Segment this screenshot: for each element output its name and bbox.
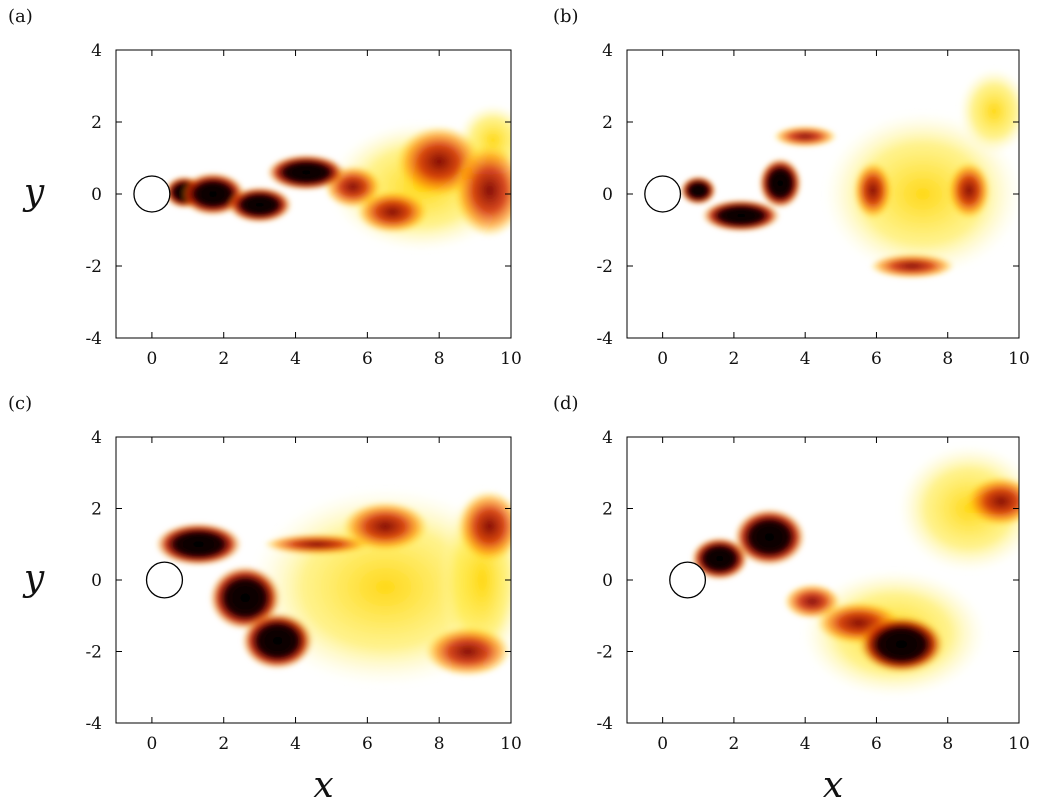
field-blob-medium: [947, 161, 991, 220]
field-blob-high: [858, 615, 945, 673]
cylinder: [644, 175, 682, 213]
panel-c: 0 2 4 6 8 10 4 2 0 -2 -4 (c) y x: [8, 393, 522, 806]
x-tick-label: 8: [434, 349, 445, 369]
y-tick-label: 2: [602, 500, 613, 520]
x-tick-label: 2: [218, 734, 229, 754]
scalar-field: [155, 487, 511, 688]
field-blob-high: [241, 612, 314, 670]
x-tick-label: 8: [942, 734, 953, 754]
scalar-field: [164, 104, 511, 252]
y-tick-label: -4: [596, 329, 613, 349]
field-blob-medium: [356, 190, 429, 234]
field-blob-high: [701, 199, 781, 232]
x-axis-title: x: [823, 765, 843, 806]
y-tick-label: -2: [85, 257, 102, 277]
x-tick-label: 10: [1008, 349, 1030, 369]
panel-b: 0 2 4 6 8 10 4 2 0 -2 -4 (b): [553, 6, 1030, 369]
y-tick-label: 4: [602, 428, 613, 448]
x-tick-label: 4: [290, 734, 301, 754]
y-tick-label: 0: [91, 185, 102, 205]
field-blob-medium: [263, 533, 371, 555]
y-axis-title: y: [22, 558, 45, 599]
field-blob-medium: [457, 490, 511, 563]
x-tick-label: 10: [1008, 734, 1030, 754]
field-blob-high: [758, 158, 802, 209]
field-blob-high: [733, 508, 806, 566]
panel-label: (c): [8, 393, 32, 414]
x-axis-title: x: [313, 765, 333, 806]
field-blob-medium: [965, 476, 1019, 527]
y-axis-title: y: [22, 172, 45, 213]
x-tick-label: 10: [500, 734, 522, 754]
field-blob-medium: [453, 143, 511, 238]
field-blob-high: [266, 154, 346, 191]
field-blob-high: [209, 565, 282, 631]
x-tick-label: 8: [434, 734, 445, 754]
field-blob-high: [227, 186, 292, 223]
y-tick-label: -4: [85, 329, 102, 349]
y-tick-label: -4: [85, 714, 102, 734]
field-blob-low: [958, 68, 1019, 155]
field-blob-medium: [424, 626, 511, 677]
field-blob-medium: [853, 161, 893, 220]
field-blob-medium: [869, 253, 955, 279]
y-tick-label: -2: [596, 257, 613, 277]
y-tick-label: -2: [85, 643, 102, 663]
x-tick-label: 6: [362, 734, 373, 754]
x-tick-label: 2: [728, 349, 739, 369]
panel-label: (b): [553, 6, 579, 27]
x-tick-label: 6: [871, 349, 882, 369]
cylinder: [145, 561, 184, 599]
x-tick-label: 4: [290, 349, 301, 369]
x-tick-label: 8: [942, 349, 953, 369]
y-tick-label: 2: [91, 113, 102, 133]
scalar-field: [680, 68, 1019, 279]
field-blob-low: [823, 111, 1019, 277]
y-tick-label: 0: [602, 185, 613, 205]
x-tick-label: 4: [800, 349, 811, 369]
x-tick-label: 6: [362, 349, 373, 369]
y-tick-label: 4: [91, 428, 102, 448]
x-tick-label: 4: [800, 734, 811, 754]
x-tick-label: 6: [871, 734, 882, 754]
y-tick-label: 4: [602, 41, 613, 61]
field-blob-high: [691, 537, 749, 580]
panel-a: 0 2 4 6 8 10 4 2 0 -2 -4 (a) y: [8, 6, 522, 369]
y-tick-label: 0: [91, 571, 102, 591]
panel-label: (d): [553, 393, 579, 414]
cylinder: [669, 561, 707, 599]
field-blob-medium: [773, 125, 838, 148]
x-tick-label: 2: [218, 349, 229, 369]
field-blob-medium: [342, 501, 429, 552]
x-tick-label: 0: [657, 349, 668, 369]
panel-label: (a): [8, 6, 33, 27]
y-tick-label: 2: [91, 500, 102, 520]
field-blob-high: [155, 522, 242, 566]
x-tick-label: 2: [728, 734, 739, 754]
x-tick-label: 10: [500, 349, 522, 369]
x-tick-label: 0: [146, 349, 157, 369]
y-tick-label: 0: [602, 571, 613, 591]
field-blob-high: [680, 176, 717, 205]
y-tick-label: 4: [91, 41, 102, 61]
cylinder: [133, 175, 171, 213]
x-tick-label: 0: [146, 734, 157, 754]
panel-d: 0 2 4 6 8 10 4 2 0 -2 -4 (d) x: [553, 393, 1030, 806]
y-tick-label: -2: [596, 643, 613, 663]
x-tick-label: 0: [657, 734, 668, 754]
y-tick-label: -4: [596, 714, 613, 734]
scalar-field: [691, 444, 1019, 698]
y-tick-label: 2: [602, 113, 613, 133]
field-blob-low: [897, 444, 1019, 573]
